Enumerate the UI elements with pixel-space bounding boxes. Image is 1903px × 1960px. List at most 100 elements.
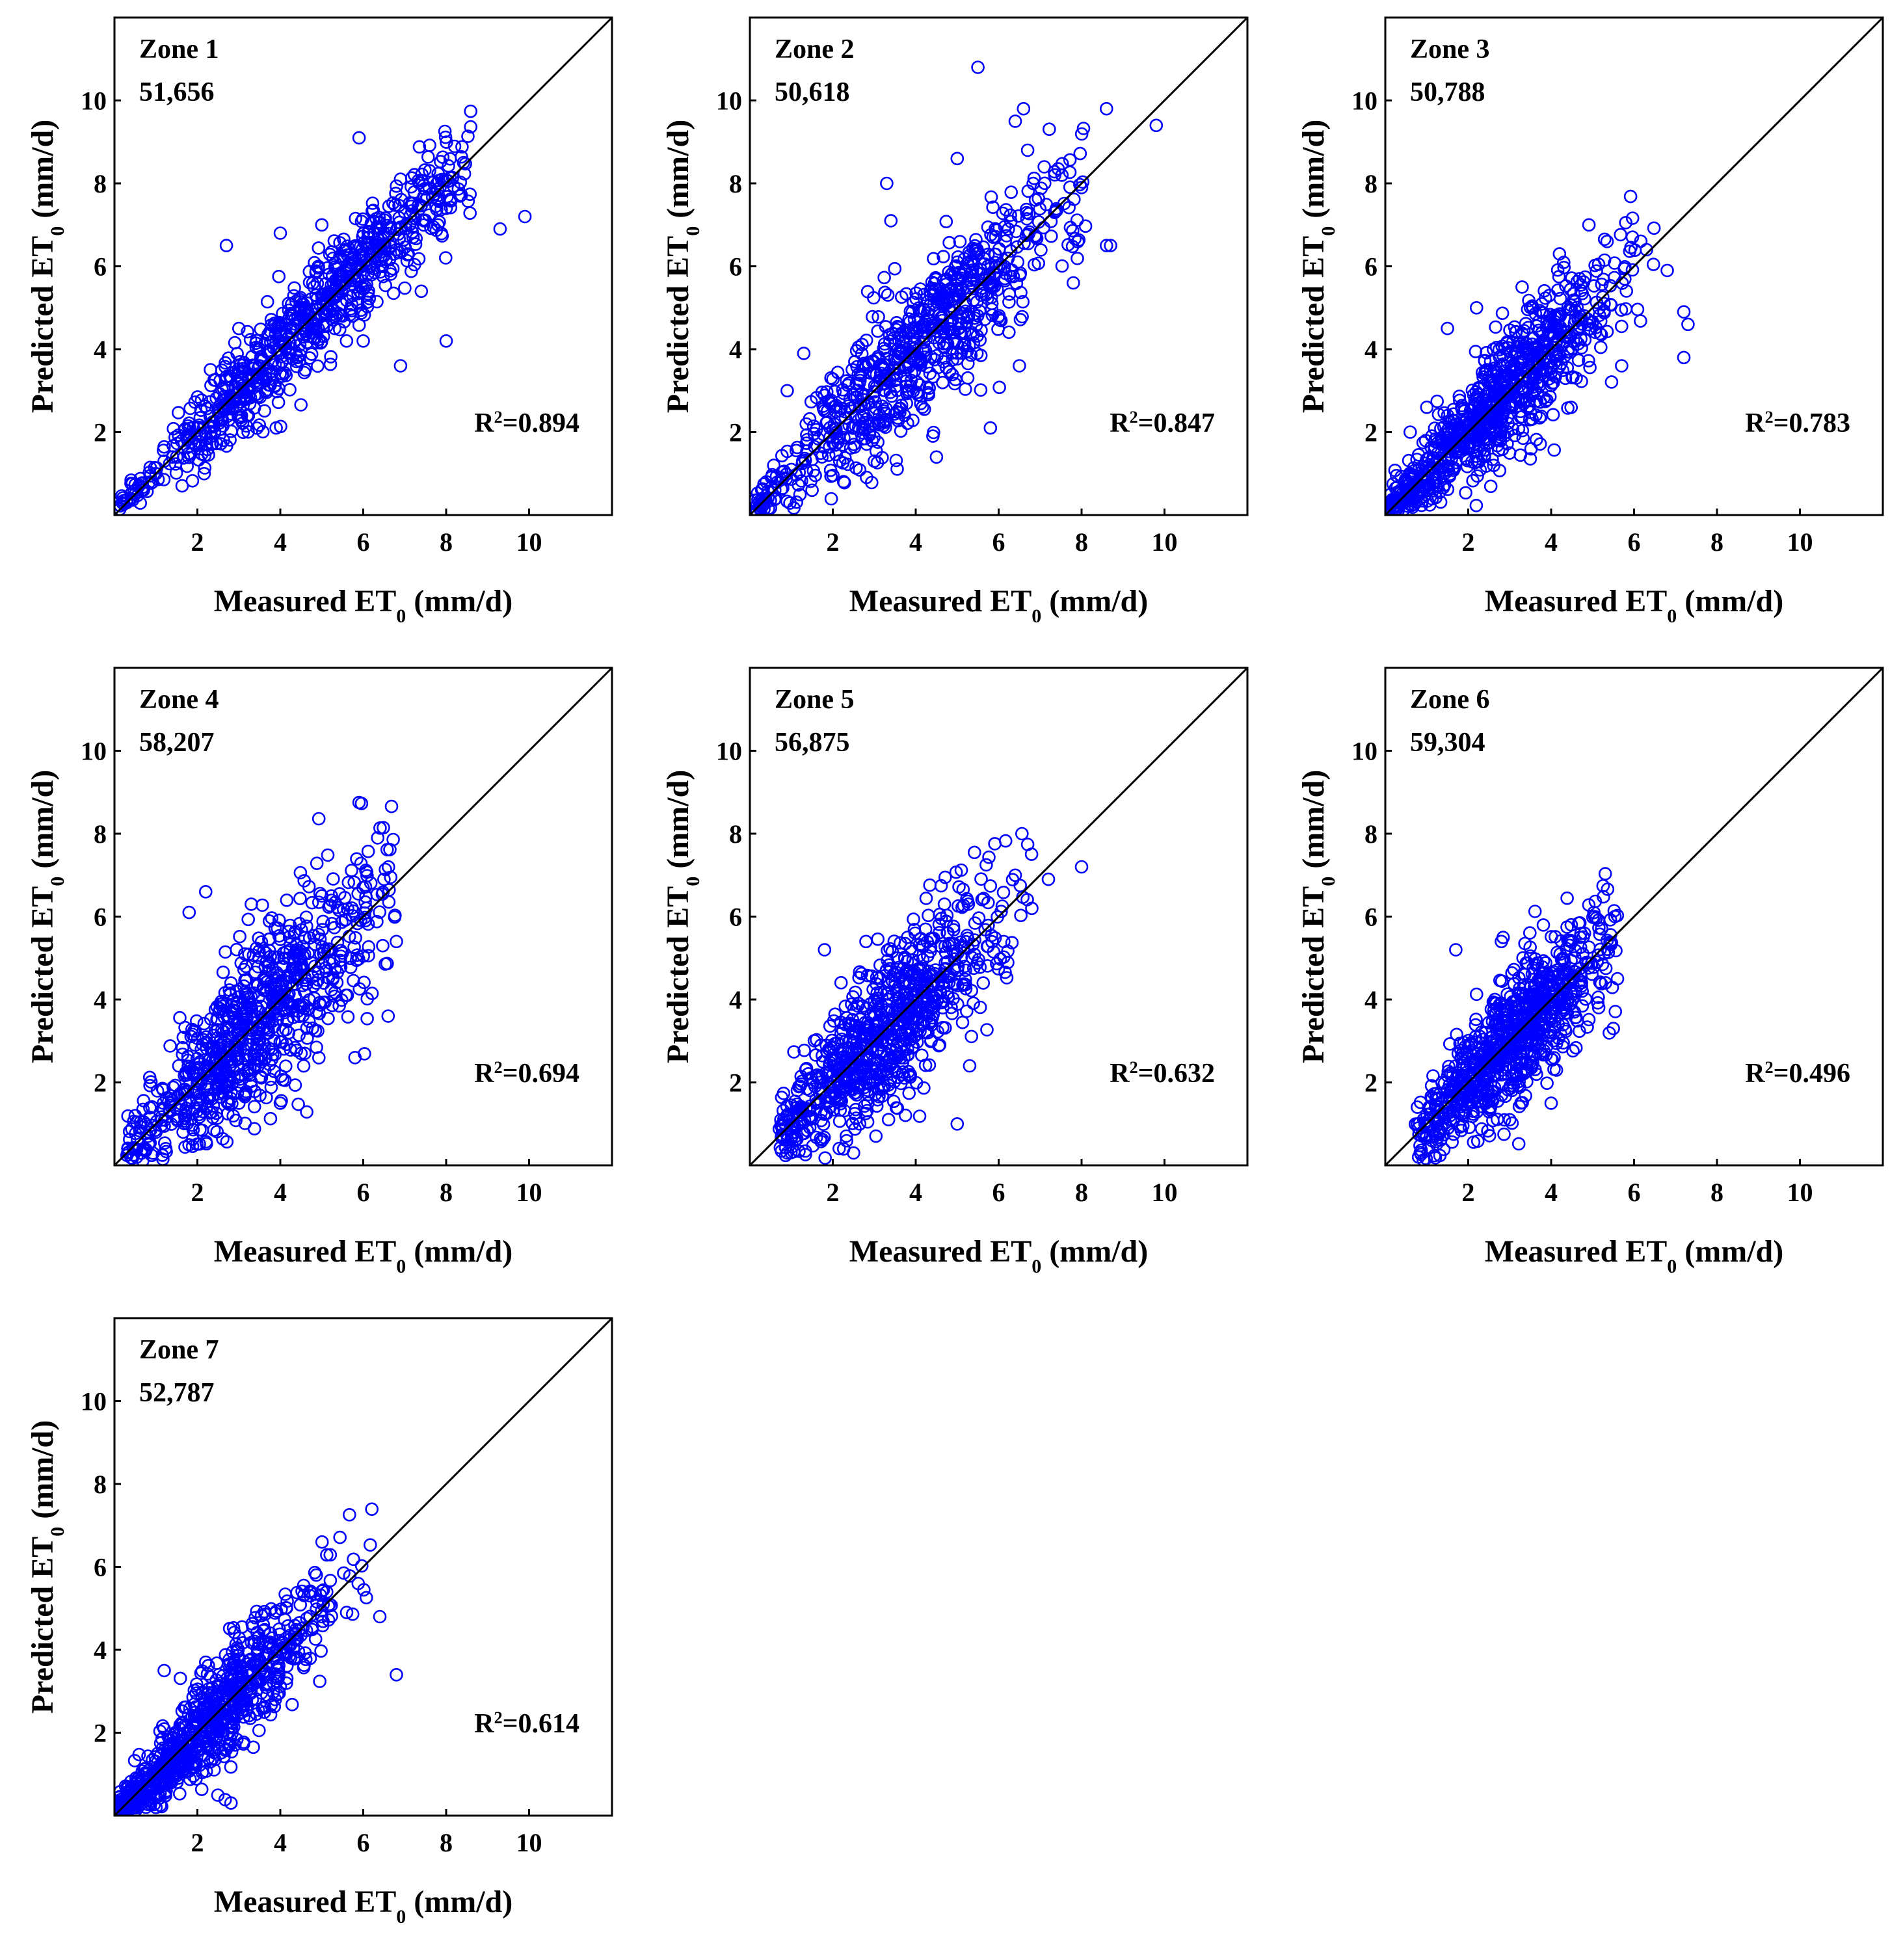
zone-5-x-tick-label: 2 <box>827 1178 840 1207</box>
zone-4-data-point <box>272 913 286 927</box>
zone-5-data-point <box>836 1142 851 1156</box>
zone-6-data-point <box>1539 1039 1554 1053</box>
zone-3-data-point <box>1677 351 1691 365</box>
zone-2-data-point <box>1002 295 1016 309</box>
zone-3-data-point <box>1530 355 1544 369</box>
zone-5-data-point <box>838 1018 853 1031</box>
zone-5-data-point <box>816 1133 830 1146</box>
zone-3-data-point <box>1487 380 1500 394</box>
zone-3-data-point <box>1421 478 1435 492</box>
zone-2-data-point <box>904 373 918 388</box>
zone-3-data-point <box>1515 280 1529 294</box>
zone-2-data-point <box>790 495 803 509</box>
zone-2-data-point <box>860 285 875 298</box>
zone-3-data-point <box>1647 221 1661 235</box>
zone-3-data-point <box>1484 479 1498 494</box>
zone-4-data-point <box>254 1016 269 1030</box>
zone-2-data-point <box>906 414 920 427</box>
zone-1-data-point <box>444 200 458 215</box>
zone-1-data-point <box>361 267 375 281</box>
zone-2-data-point <box>1020 143 1035 157</box>
zone-6-data-point <box>1458 1048 1472 1061</box>
zone-5-data-point <box>898 936 912 951</box>
zone-5-y-tick-label: 6 <box>729 903 742 932</box>
zone-5-data-point <box>842 1042 856 1055</box>
zone-3-data-point <box>1557 256 1571 269</box>
zone-4-data-point <box>343 951 358 966</box>
zone-5-data-point <box>988 931 1002 945</box>
zone-1-data-point <box>406 196 419 211</box>
zone-5-data-point <box>871 932 885 946</box>
zone-2-data-point <box>977 286 991 300</box>
zone-1-data-point <box>327 234 341 248</box>
zone-4-data-point <box>341 875 356 890</box>
zone-6-data-point <box>1451 1046 1465 1061</box>
zone-4-data-point <box>382 883 396 897</box>
zone-5-y-tick-label: 4 <box>729 985 742 1014</box>
zone-2-data-point <box>878 372 892 386</box>
zone-4-data-point <box>199 1135 213 1149</box>
zone-3-data-point <box>1581 322 1595 336</box>
zone-1-data-point <box>398 240 412 254</box>
zone-2-data-point <box>841 457 855 471</box>
zone-2-data-point <box>1030 232 1044 245</box>
zone-2-data-point <box>922 388 936 402</box>
zone-2-data-point <box>793 488 807 501</box>
zone-5-data-point <box>839 1054 853 1068</box>
zone-1-data-point <box>457 166 472 181</box>
zone-3-data-point <box>1513 448 1527 462</box>
zone-1-data-point <box>407 258 421 272</box>
zone-1-data-point <box>379 278 393 293</box>
zone-5-data-point <box>856 999 870 1013</box>
zone-1-data-point <box>370 295 384 309</box>
zone-3-data-point <box>1420 400 1434 414</box>
zone-4-data-point <box>156 1083 170 1096</box>
zone-4-data-point <box>328 989 342 1003</box>
zone-5-data-point <box>894 1076 908 1091</box>
zone-2-data-point <box>940 337 955 351</box>
zone-5-data-point <box>852 971 866 985</box>
zone-2-data-point <box>751 486 765 500</box>
zone-6-data-point <box>1474 1122 1489 1136</box>
zone-2-data-point <box>850 390 864 404</box>
zone-6-data-point <box>1608 1005 1622 1018</box>
zone-3-data-point <box>1418 434 1433 447</box>
zone-2-y-tick-label: 6 <box>729 252 742 282</box>
zone-5-data-point <box>821 1066 835 1080</box>
zone-5-data-point <box>968 947 981 961</box>
zone-3-data-point <box>1615 319 1629 334</box>
zone-1-data-point <box>366 204 379 218</box>
zone-4-data-point <box>250 1052 264 1065</box>
zone-2-data-point <box>966 293 981 307</box>
zone-2-data-point <box>775 449 789 463</box>
zone-4-data-point <box>370 888 384 901</box>
zone-4-data-point <box>316 914 330 929</box>
zone-5-label: Zone 5 <box>775 685 855 715</box>
zone-6-data-point <box>1580 1020 1594 1034</box>
zone-4-data-point <box>286 1011 300 1024</box>
zone-1-data-point <box>318 295 332 309</box>
zone-2-data-point <box>1071 252 1084 265</box>
zone-4-y-tick-label: 4 <box>94 985 107 1014</box>
zone-5-data-point <box>881 1113 896 1126</box>
zone-2-data-point <box>1013 266 1028 280</box>
zone-1-data-point <box>284 341 299 356</box>
zone-1-data-point <box>313 336 328 350</box>
zone-2-data-point <box>1043 122 1056 136</box>
zone-4-data-point <box>257 972 271 986</box>
zone-4-data-point <box>263 1111 278 1126</box>
zone-2-data-point <box>757 477 771 491</box>
zone-4-x-tick-label: 4 <box>274 1178 287 1207</box>
zone-2-data-point <box>973 333 987 347</box>
zone-4-data-point <box>176 1125 190 1139</box>
zone-1-x-tick-label: 6 <box>357 527 370 557</box>
zone-5-data-point <box>912 968 926 983</box>
zone-3-data-point <box>1470 300 1484 315</box>
zone-5-data-point <box>922 1058 937 1072</box>
zone-5-data-point <box>888 1049 902 1063</box>
zone-6-data-point <box>1593 927 1607 941</box>
zone-3-data-point <box>1488 361 1502 375</box>
zone-1-data-point <box>332 323 347 337</box>
